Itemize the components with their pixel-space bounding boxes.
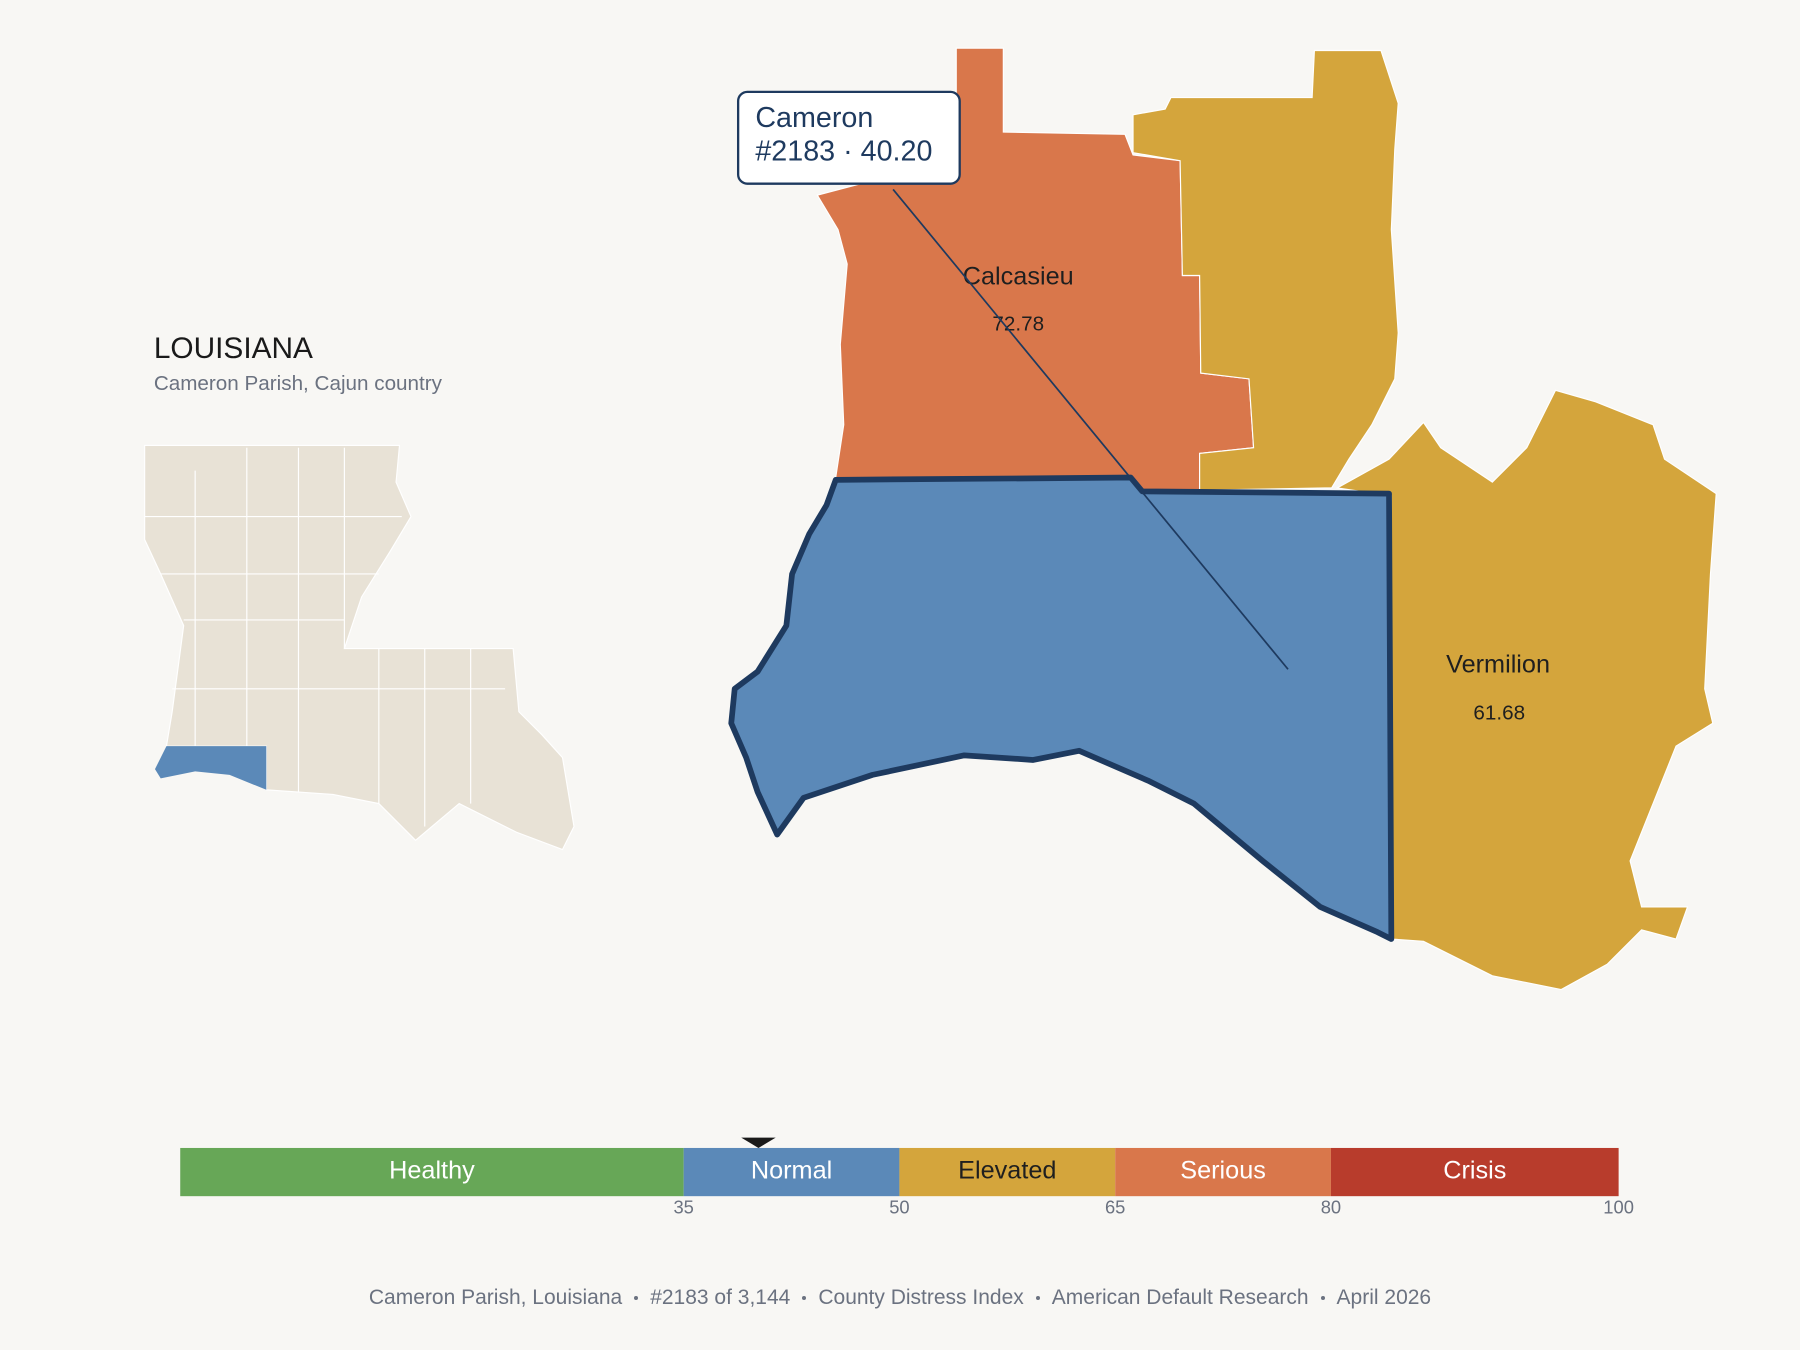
footer-separator: [802, 1296, 807, 1300]
legend-band-label: Normal: [751, 1157, 832, 1185]
legend-band-label: Serious: [1180, 1157, 1266, 1185]
legend-tick-label: 35: [673, 1197, 693, 1218]
parish-value: 72.78: [992, 312, 1044, 335]
footer-item: County Distress Index: [818, 1286, 1024, 1309]
legend-tick-label: 50: [889, 1197, 909, 1218]
legend-band-label: Healthy: [389, 1157, 475, 1185]
state-title: LOUISIANA: [154, 332, 313, 365]
legend-band: [1330, 1147, 1619, 1197]
legend-band: [1115, 1147, 1331, 1197]
tooltip-leader: [892, 188, 1289, 670]
state-inset: [144, 444, 575, 851]
state-selected-parish: [154, 746, 267, 790]
footer-item: #2183 of 3,144: [650, 1286, 791, 1309]
legend-tick-label: 80: [1321, 1197, 1341, 1218]
tooltip: Cameron #2183 · 40.20: [736, 90, 961, 185]
footer-separator: [634, 1296, 639, 1300]
parish-value: 61.68: [1473, 701, 1525, 724]
footer-separator: [1035, 1296, 1040, 1300]
footer: Cameron Parish, Louisiana #2183 of 3,144 C…: [0, 1286, 1800, 1310]
state-county-lines: [144, 447, 506, 827]
legend: Healthy Normal Elevated Serious Crisis 35 50 65…: [180, 1137, 1634, 1218]
legend-band-label: Crisis: [1443, 1157, 1506, 1185]
legend-marker: [741, 1137, 776, 1148]
legend-band: [899, 1147, 1116, 1197]
legend-band-label: Elevated: [958, 1157, 1056, 1185]
selected-parish-shape: [728, 474, 1395, 942]
tooltip-detail: #2183 · 40.20: [755, 135, 932, 167]
parish-name: Vermilion: [1446, 650, 1550, 678]
state-subtitle: Cameron Parish, Cajun country: [154, 372, 443, 395]
legend-tick-label: 65: [1105, 1197, 1125, 1218]
legend-tick-label: 100: [1603, 1197, 1634, 1218]
footer-item: American Default Research: [1051, 1286, 1309, 1309]
legend-band: [180, 1147, 684, 1197]
parish-name: Calcasieu: [963, 262, 1074, 290]
legend-band: [683, 1147, 900, 1197]
footer-item: April 2026: [1336, 1286, 1432, 1309]
state-shape: [144, 444, 575, 851]
tooltip-title: Cameron: [755, 102, 873, 134]
footer-item: Cameron Parish, Louisiana: [368, 1286, 623, 1309]
parish-shape: [1132, 49, 1399, 491]
parish-shape: [1335, 389, 1717, 991]
parish-layer: Calcasieu 72.78 Vermilion 61.68: [728, 47, 1717, 991]
footer-separator: [1320, 1296, 1325, 1300]
tooltip-box: [736, 90, 961, 185]
